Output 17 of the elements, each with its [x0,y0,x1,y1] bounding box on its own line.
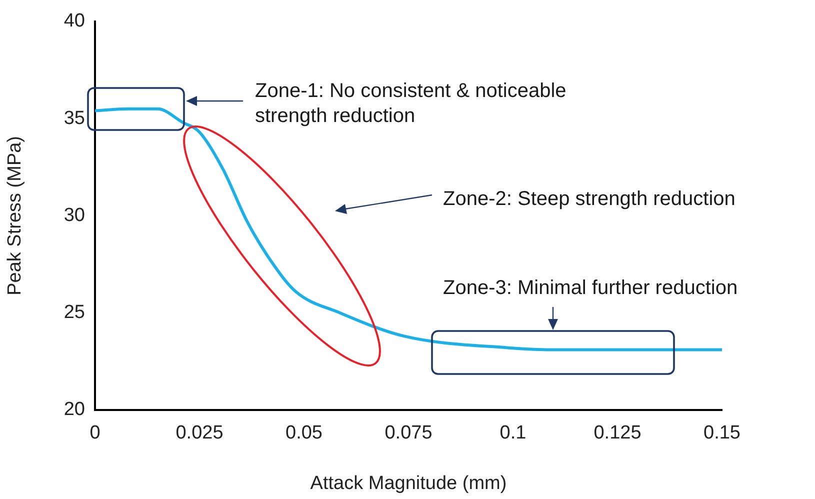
x-tick-label: 0.025 [176,422,224,444]
x-tick-label: 0.125 [594,422,642,444]
x-tick-label: 0.075 [384,422,432,444]
y-tick-label: 35 [64,108,85,129]
annotation: Zone-1: No consistent & noticeable strength reduction [255,79,568,129]
y-axis-title: Peak Stress (MPa) [4,136,26,296]
x-tick-label: 0 [90,422,100,444]
x-axis-title: Attack Magnitude (mm) [310,472,507,494]
y-tick-label: 20 [64,399,85,420]
annotation: Zone-2: Steep strength reduction [443,187,736,212]
x-tick-label: 0.05 [286,422,322,444]
x-tick-label: 0.1 [500,422,526,444]
annotation: Zone-3: Minimal further reduction [443,276,739,301]
y-tick-label: 30 [64,204,85,226]
y-tick-label: 40 [64,10,85,32]
x-tick-label: 0.15 [704,422,740,444]
y-tick-label: 25 [64,302,85,324]
